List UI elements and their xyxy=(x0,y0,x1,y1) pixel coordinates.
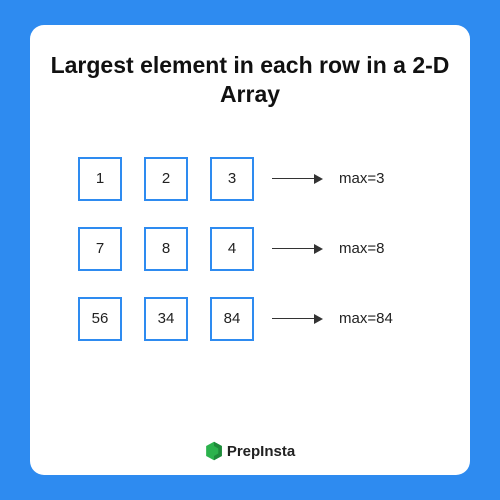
matrix-cell: 2 xyxy=(144,157,188,201)
matrix-cell: 3 xyxy=(210,157,254,201)
table-row: 56 34 84 max=84 xyxy=(78,297,450,341)
table-row: 1 2 3 max=3 xyxy=(78,157,450,201)
row-max-label: max=84 xyxy=(339,310,393,327)
logo-hexagon-icon xyxy=(205,441,223,461)
matrix-cell: 84 xyxy=(210,297,254,341)
arrow-line xyxy=(272,178,314,180)
matrix-cell: 34 xyxy=(144,297,188,341)
matrix-cell: 4 xyxy=(210,227,254,271)
logo-text: PrepInsta xyxy=(227,443,295,460)
row-max-label: max=8 xyxy=(339,240,384,257)
arrow-icon xyxy=(272,174,323,184)
brand-logo: PrepInsta xyxy=(30,441,470,461)
page-title: Largest element in each row in a 2-D Arr… xyxy=(50,51,450,109)
matrix-cell: 7 xyxy=(78,227,122,271)
arrow-icon xyxy=(272,244,323,254)
matrix-cell: 8 xyxy=(144,227,188,271)
arrow-line xyxy=(272,318,314,320)
arrow-head xyxy=(314,244,323,254)
matrix-cell: 1 xyxy=(78,157,122,201)
content-card: Largest element in each row in a 2-D Arr… xyxy=(30,25,470,475)
matrix-rows: 1 2 3 max=3 7 8 4 max=8 56 34 84 xyxy=(50,157,450,341)
matrix-cell: 56 xyxy=(78,297,122,341)
row-max-label: max=3 xyxy=(339,170,384,187)
arrow-head xyxy=(314,174,323,184)
arrow-icon xyxy=(272,314,323,324)
arrow-line xyxy=(272,248,314,250)
arrow-head xyxy=(314,314,323,324)
table-row: 7 8 4 max=8 xyxy=(78,227,450,271)
